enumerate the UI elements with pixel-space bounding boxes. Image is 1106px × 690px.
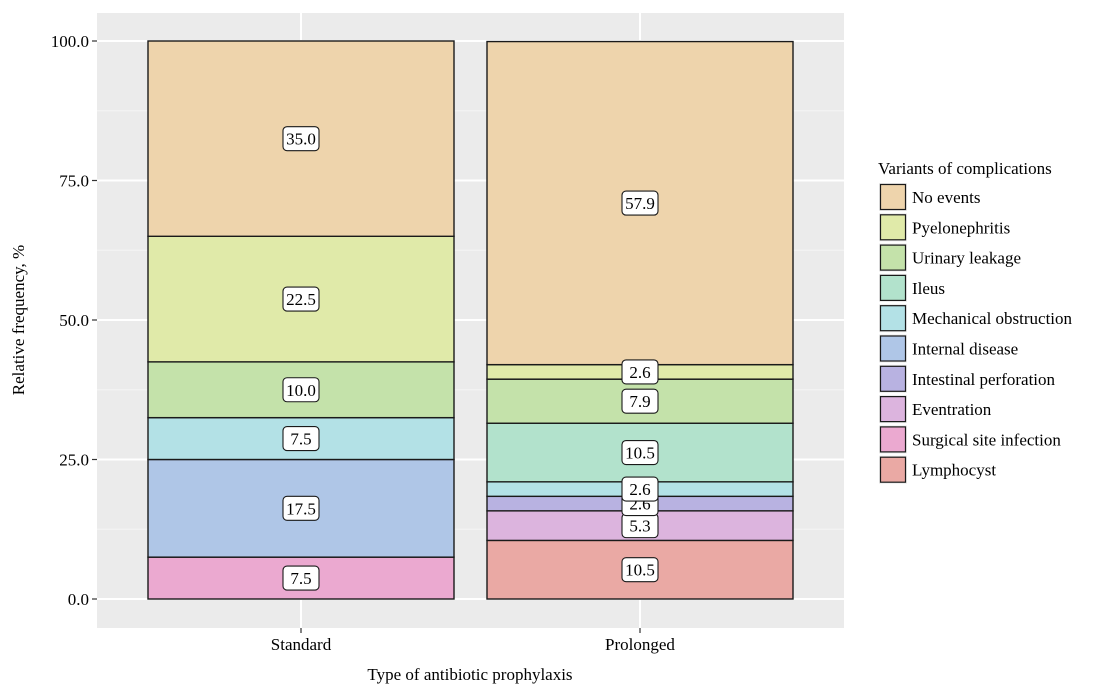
data-label: 5.3 [621, 513, 659, 539]
legend-label: No events [912, 188, 980, 207]
legend-item: Intestinal perforation [879, 364, 1056, 393]
data-label: 17.5 [282, 495, 320, 521]
data-label-text: 35.0 [286, 130, 316, 149]
legend-swatch [879, 274, 907, 301]
data-label-text: 10.5 [625, 444, 655, 463]
data-label-box [621, 557, 659, 583]
data-label: 10.5 [621, 439, 659, 466]
legend-title: Variants of complications [878, 159, 1052, 178]
legend-label: Lymphocyst [912, 461, 996, 480]
legend-swatch [879, 426, 907, 453]
data-label: 57.9 [621, 190, 659, 216]
data-label-box [282, 495, 320, 521]
data-label-text: 10.5 [625, 561, 655, 580]
x-tick-label: Prolonged [605, 635, 675, 654]
data-label-box [282, 565, 320, 591]
data-label-text: 57.9 [625, 194, 655, 213]
data-label-box [621, 388, 659, 414]
data-label-box [282, 426, 320, 452]
data-label-box [282, 286, 320, 312]
legend-swatch [879, 396, 907, 423]
y-axis: 0.0 25.0 50.0 75.0 100.0 [51, 32, 97, 609]
data-label-text: 5.3 [629, 517, 650, 536]
legend-swatch [879, 456, 907, 483]
legend-item: Lymphocyst [879, 455, 996, 484]
legend-label: Eventration [912, 400, 992, 419]
legend: Variants of complications No events Pyelo… [878, 159, 1073, 484]
data-label-box [621, 439, 659, 466]
data-label-box [621, 359, 659, 385]
legend-swatch [879, 244, 907, 271]
data-label-box [621, 476, 659, 502]
y-tick-label: 75.0 [59, 172, 89, 191]
data-labels: 7.5 17.5 7.5 10.0 22.5 35.0 10.5 5.3 2.6 2.6 10.5 7… [282, 126, 659, 591]
data-label: 10.5 [621, 557, 659, 583]
legend-items: No events Pyelonephritis Urinary leakage Il… [879, 183, 1073, 484]
data-label-text: 7.5 [290, 430, 311, 449]
y-tick-label: 0.0 [68, 590, 89, 609]
data-label: 7.9 [621, 388, 659, 414]
data-label-box [282, 126, 320, 152]
legend-swatch [879, 183, 907, 211]
data-label-text: 22.5 [286, 290, 316, 309]
legend-label: Pyelonephritis [912, 218, 1010, 237]
data-label-text: 2.6 [629, 480, 650, 499]
bars [147, 40, 794, 600]
legend-label: Ileus [912, 279, 945, 298]
legend-item: Surgical site infection [879, 425, 1061, 454]
data-label: 10.0 [282, 377, 320, 403]
x-tick-label: Standard [271, 635, 332, 654]
data-label: 7.5 [282, 565, 320, 591]
data-label-text: 7.5 [290, 569, 311, 588]
data-label: 7.5 [282, 426, 320, 452]
x-axis-title: Type of antibiotic prophylaxis [367, 665, 572, 684]
data-label-box [282, 377, 320, 403]
legend-item: Urinary leakage [879, 243, 1021, 272]
legend-item: Ileus [879, 273, 945, 302]
legend-item: Mechanical obstruction [879, 304, 1073, 333]
y-tick-label: 50.0 [59, 311, 89, 330]
data-label: 2.6 [621, 359, 659, 385]
legend-item: No events [879, 183, 980, 211]
legend-label: Urinary leakage [912, 249, 1021, 268]
legend-item: Eventration [879, 395, 992, 424]
legend-label: Intestinal perforation [912, 370, 1056, 389]
y-axis-title: Relative frequency, % [9, 245, 28, 395]
legend-item: Internal disease [879, 334, 1018, 363]
y-tick-label: 100.0 [51, 32, 89, 51]
legend-label: Internal disease [912, 340, 1018, 359]
data-label-text: 17.5 [286, 499, 316, 518]
legend-label: Surgical site infection [912, 430, 1061, 449]
y-tick-label: 25.0 [59, 451, 89, 470]
data-label: 22.5 [282, 286, 320, 312]
data-label-box [621, 190, 659, 216]
data-label: 2.6 [621, 476, 659, 502]
legend-swatch [879, 335, 907, 362]
legend-item: Pyelonephritis [879, 213, 1010, 242]
legend-swatch [879, 365, 907, 392]
data-label-text: 7.9 [629, 392, 650, 411]
legend-swatch [879, 214, 907, 241]
data-label-text: 10.0 [286, 381, 316, 400]
data-label-text: 2.6 [629, 363, 650, 382]
legend-swatch [879, 305, 907, 332]
x-axis: Standard Prolonged [271, 628, 675, 654]
legend-label: Mechanical obstruction [912, 309, 1073, 328]
data-label: 35.0 [282, 126, 320, 152]
